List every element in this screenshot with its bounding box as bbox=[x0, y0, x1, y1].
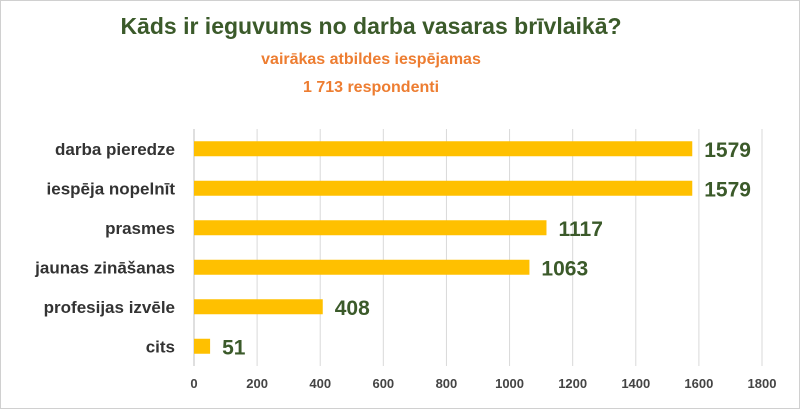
category-label-4: profesijas izvēle bbox=[44, 298, 175, 317]
bar-2 bbox=[194, 220, 547, 236]
category-label-0: darba pieredze bbox=[55, 140, 175, 159]
x-tick-label-7: 1400 bbox=[621, 376, 650, 391]
x-tick-label-4: 800 bbox=[436, 376, 458, 391]
x-tick-label-5: 1000 bbox=[495, 376, 524, 391]
category-label-3: jaunas zināšanas bbox=[34, 258, 175, 277]
category-label-5: cits bbox=[146, 337, 175, 356]
bar-4 bbox=[194, 299, 323, 315]
value-label-0: 1579 bbox=[704, 139, 751, 162]
bar-5 bbox=[194, 338, 211, 354]
chart-title: Kāds ir ieguvums no darba vasaras brīvla… bbox=[120, 13, 622, 39]
x-tick-label-2: 400 bbox=[309, 376, 331, 391]
bar-0 bbox=[194, 141, 693, 157]
bar-3 bbox=[194, 259, 530, 275]
x-tick-label-9: 1800 bbox=[748, 376, 777, 391]
value-label-5: 51 bbox=[222, 336, 246, 359]
chart-subtitle-multiple-answers: vairākas atbildes iespējamas bbox=[261, 51, 481, 68]
value-label-4: 408 bbox=[335, 297, 370, 320]
x-tick-label-1: 200 bbox=[246, 376, 268, 391]
x-tick-label-0: 0 bbox=[190, 376, 197, 391]
x-tick-label-6: 1200 bbox=[558, 376, 587, 391]
x-tick-label-8: 1600 bbox=[684, 376, 713, 391]
x-tick-label-3: 600 bbox=[372, 376, 394, 391]
value-label-2: 1117 bbox=[558, 218, 602, 241]
bar-1 bbox=[194, 180, 693, 196]
chart-subtitle-respondents: 1 713 respondenti bbox=[302, 79, 440, 96]
category-label-2: prasmes bbox=[105, 219, 175, 238]
category-label-1: iespēja nopelnīt bbox=[47, 179, 176, 198]
value-label-1: 1579 bbox=[704, 178, 751, 201]
value-label-3: 1063 bbox=[541, 257, 588, 280]
